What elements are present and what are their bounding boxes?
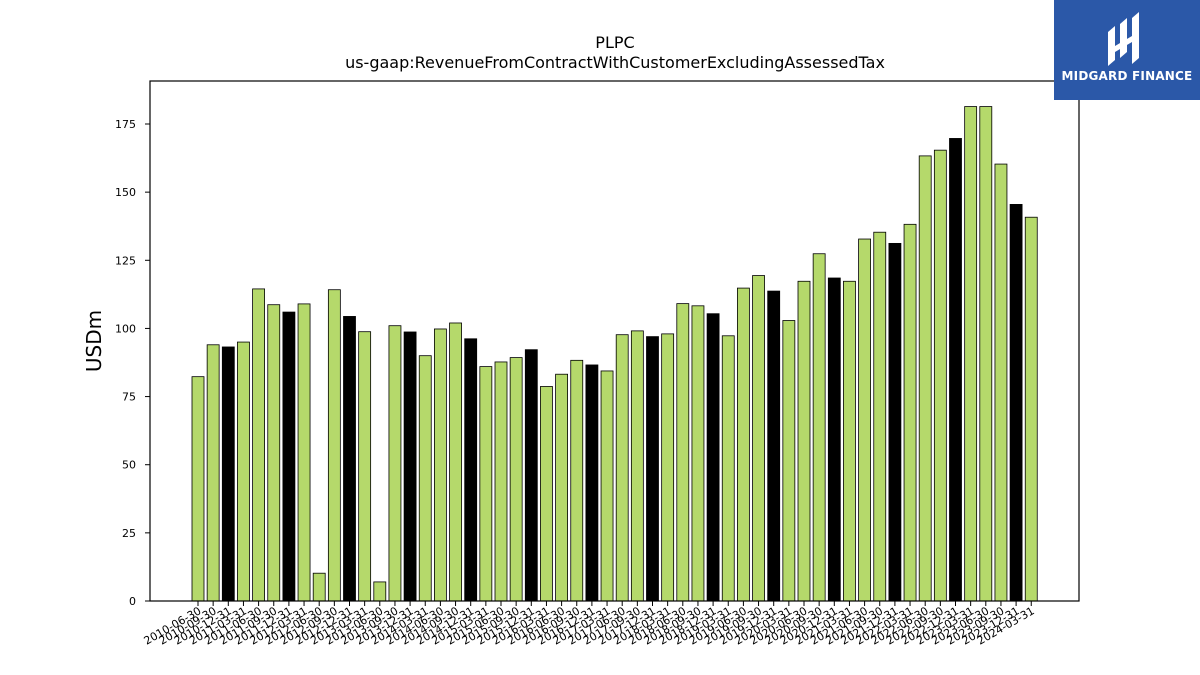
- bar-2021-06-30: [858, 238, 871, 602]
- bars-group: [191, 106, 1038, 602]
- bar-2010-12-31: [221, 346, 235, 602]
- y-tick-label: 0: [129, 595, 136, 608]
- plot-frame: [149, 80, 1080, 602]
- bar-2018-03-31: [661, 333, 675, 602]
- bar-2014-09-30: [449, 322, 462, 602]
- chart-subtitle: us-gaap:RevenueFromContractWithCustomerE…: [345, 53, 885, 72]
- midgard-finance-logo: MIDGARD FINANCE: [1054, 0, 1200, 100]
- bar-2021-09-30: [873, 231, 887, 602]
- bar-2011-06-30: [252, 288, 266, 602]
- bar-2022-12-31: [949, 138, 962, 602]
- bar-2015-06-30: [494, 361, 508, 602]
- bar-2023-09-30: [994, 163, 1008, 602]
- bar-2024-03-31: [1024, 216, 1038, 602]
- bar-2015-12-31: [524, 349, 538, 602]
- logo-text: MIDGARD FINANCE: [1061, 69, 1193, 83]
- midgard-logo-icon: [1108, 12, 1139, 66]
- bar-2022-09-30: [933, 149, 947, 602]
- bar-2023-03-31: [964, 106, 978, 602]
- y-axis-label: USDm: [82, 310, 106, 372]
- y-tick-label: 175: [115, 118, 136, 131]
- y-tick-label: 100: [115, 322, 136, 335]
- bar-2012-06-30: [312, 572, 326, 602]
- y-tick-label: 50: [122, 459, 136, 472]
- bar-2021-12-31: [888, 242, 902, 602]
- y-tick-label: 25: [122, 527, 136, 540]
- bar-2010-06-30: [191, 376, 205, 602]
- bar-2022-06-30: [918, 155, 932, 602]
- bar-2011-12-31: [282, 311, 296, 602]
- bar-2020-03-31: [782, 320, 796, 602]
- chart-title: PLPC: [595, 33, 634, 52]
- bar-2019-09-30: [752, 275, 765, 602]
- bar-2022-03-31: [903, 223, 917, 602]
- y-tick-label: 150: [115, 186, 136, 199]
- y-axis-ticks: 0 25 50 75 100 125 150 175: [115, 118, 150, 608]
- bar-2014-03-31: [418, 355, 432, 602]
- bar-2015-09-30: [509, 357, 523, 602]
- bar-2018-09-30: [691, 305, 705, 602]
- bar-2016-09-30: [570, 359, 584, 602]
- bar-2013-06-30: [373, 581, 387, 602]
- bar-2015-03-31: [479, 366, 493, 602]
- bar-2013-12-31: [403, 331, 417, 602]
- bar-2016-06-30: [555, 373, 568, 602]
- x-axis-ticks: 2010-06-302010-09-302010-12-312011-03-31…: [142, 601, 1037, 648]
- bar-2010-09-30: [206, 344, 220, 602]
- bar-2013-03-31: [358, 331, 372, 602]
- bar-2012-09-30: [327, 289, 341, 602]
- bar-2013-09-30: [388, 325, 402, 602]
- bar-2018-06-30: [676, 303, 690, 602]
- bar-2020-12-31: [827, 277, 841, 602]
- bar-2011-09-30: [267, 304, 281, 602]
- bar-2017-09-30: [630, 330, 644, 602]
- bar-2016-12-31: [585, 364, 599, 602]
- bar-2023-06-30: [979, 106, 993, 602]
- bar-2011-03-31: [237, 341, 250, 602]
- bar-2019-03-31: [721, 335, 735, 602]
- bar-2020-06-30: [797, 280, 811, 602]
- bar-2019-12-31: [767, 290, 781, 602]
- bar-2020-09-30: [812, 253, 826, 602]
- bar-2017-06-30: [615, 334, 629, 602]
- bar-2017-03-31: [600, 370, 614, 602]
- bar-2023-12-31: [1009, 204, 1023, 602]
- y-tick-label: 75: [122, 391, 136, 404]
- bar-2012-12-31: [343, 316, 356, 602]
- bar-2012-03-31: [297, 303, 311, 602]
- bar-2016-03-31: [540, 386, 553, 602]
- y-tick-label: 125: [115, 254, 136, 267]
- bar-2014-12-31: [464, 338, 478, 602]
- bar-2018-12-31: [706, 313, 720, 602]
- bar-2017-12-31: [646, 336, 659, 602]
- bar-2019-06-30: [737, 287, 750, 602]
- bar-2021-03-31: [843, 280, 856, 602]
- bar-2014-06-30: [433, 328, 447, 602]
